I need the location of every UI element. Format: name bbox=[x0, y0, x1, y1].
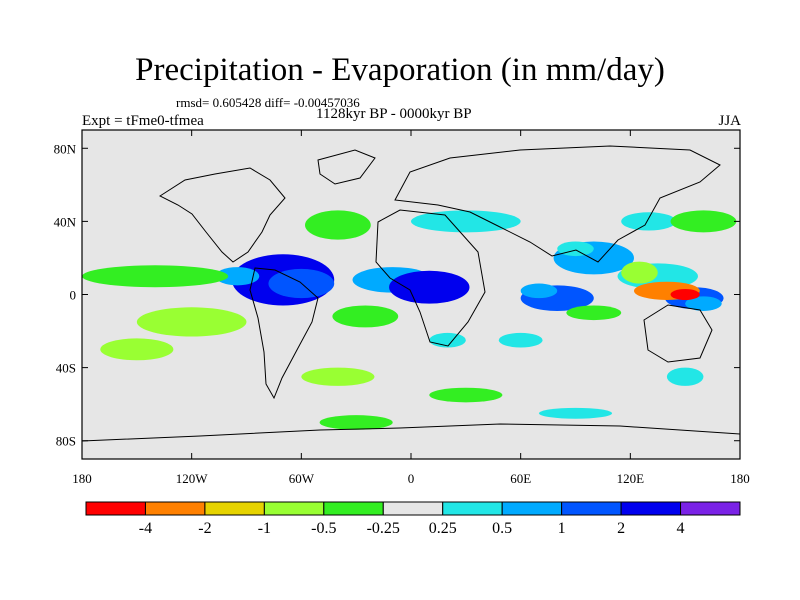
field-region-26 bbox=[566, 305, 622, 321]
antarctica-outline bbox=[82, 423, 740, 442]
coastlines bbox=[82, 145, 740, 442]
colorbar-swatch-3 bbox=[263, 501, 325, 516]
colorbar-swatch-5 bbox=[382, 501, 444, 516]
x-tick-label-0: 180 bbox=[72, 471, 92, 486]
field-region-8 bbox=[557, 241, 594, 257]
chart-title: Precipitation - Evaporation (in mm/day) bbox=[135, 52, 665, 88]
y-tick-label-4: 80S bbox=[56, 434, 76, 449]
y-axis: 80N 40N 0 40S 80S bbox=[54, 141, 740, 449]
field-region-15 bbox=[82, 265, 229, 288]
colorbar-label-1: -2 bbox=[198, 520, 211, 537]
colorbar-label-9: 4 bbox=[677, 520, 685, 537]
field-region-24 bbox=[429, 387, 503, 403]
field-region-21 bbox=[670, 210, 737, 233]
stats-label: rmsd= 0.605428 diff= -0.00457036 bbox=[176, 95, 360, 110]
australia-outline bbox=[643, 304, 713, 363]
x-tick-label-2: 60W bbox=[289, 471, 315, 486]
colorbar-label-2: -1 bbox=[258, 520, 271, 537]
colorbar-label-5: 0.25 bbox=[429, 520, 457, 537]
africa-outline bbox=[375, 209, 486, 347]
y-tick-label-1: 40N bbox=[54, 214, 77, 229]
x-tick-label-3: 0 bbox=[408, 471, 415, 486]
field-region-17 bbox=[332, 305, 399, 328]
eurasia-outline bbox=[394, 145, 721, 263]
colorbar-label-4: -0.25 bbox=[367, 520, 400, 537]
colorbar-swatch-0 bbox=[85, 501, 146, 516]
colorbar: -4 -2 -1 -0.5 -0.25 0.25 0.5 1 2 4 bbox=[85, 501, 741, 537]
colorbar-swatch-4 bbox=[323, 501, 384, 516]
colorbar-swatch-10 bbox=[680, 501, 741, 516]
colorbar-label-7: 1 bbox=[558, 520, 566, 537]
field-region-29 bbox=[319, 415, 393, 430]
x-axis: 180 120W 60W 0 60E 120E 180 bbox=[72, 130, 750, 486]
field-region-20 bbox=[621, 212, 677, 231]
field-region-2 bbox=[215, 267, 260, 286]
south-america-outline bbox=[249, 267, 319, 400]
field-region-27 bbox=[429, 332, 466, 348]
experiment-label: Expt = tFme0-tfmea bbox=[82, 113, 204, 129]
field-region-18 bbox=[411, 210, 521, 233]
x-tick-label-6: 180 bbox=[730, 471, 750, 486]
field-region-4 bbox=[389, 270, 470, 304]
colorbar-label-0: -4 bbox=[139, 520, 152, 537]
colorbar-label-3: -0.5 bbox=[311, 520, 336, 537]
x-tick-label-4: 60E bbox=[510, 471, 531, 486]
field-region-28 bbox=[498, 332, 543, 348]
field-region-23 bbox=[301, 367, 375, 386]
field-region-30 bbox=[538, 407, 613, 419]
colorbar-label-8: 2 bbox=[617, 520, 625, 537]
colorbar-swatch-2 bbox=[204, 501, 265, 516]
field-layer bbox=[82, 210, 737, 430]
colorbar-swatch-9 bbox=[620, 501, 682, 516]
y-tick-label-3: 40S bbox=[56, 361, 76, 376]
period-label: 1128kyr BP - 0000kyr BP bbox=[316, 106, 472, 122]
north-america-outline bbox=[158, 167, 286, 263]
y-tick-label-0: 80N bbox=[54, 141, 77, 156]
colorbar-swatch-1 bbox=[144, 501, 206, 516]
colorbar-swatch-8 bbox=[561, 501, 622, 516]
field-region-14 bbox=[670, 289, 700, 300]
field-region-11 bbox=[685, 296, 722, 311]
colorbar-swatch-7 bbox=[501, 501, 563, 516]
x-tick-label-1: 120W bbox=[176, 471, 209, 486]
field-region-19 bbox=[304, 210, 371, 240]
colorbar-swatch-6 bbox=[442, 501, 503, 516]
field-region-12 bbox=[621, 261, 658, 284]
field-region-25 bbox=[666, 367, 704, 386]
season-label: JJA bbox=[718, 113, 741, 129]
field-region-6 bbox=[520, 283, 558, 299]
y-tick-label-2: 0 bbox=[70, 288, 77, 303]
field-region-22 bbox=[100, 338, 174, 361]
colorbar-label-6: 0.5 bbox=[492, 520, 512, 537]
field-region-16 bbox=[136, 307, 247, 337]
x-tick-label-5: 120E bbox=[617, 471, 645, 486]
greenland-outline bbox=[317, 149, 376, 185]
